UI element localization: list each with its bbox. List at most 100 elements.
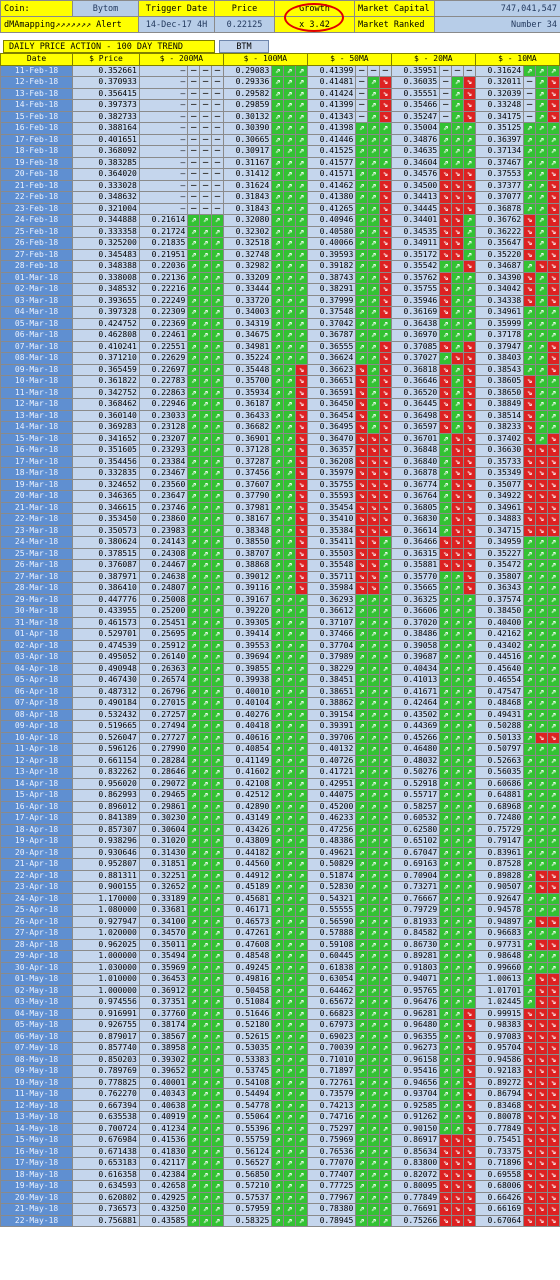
arrow-down-icon: ⇘ [439, 386, 453, 399]
table-row: 29-Apr-18 1.000000 0.35494 ⇗ ⇗ ⇗ 0.48548 ⇗ ⇗ ⇗ 0.6… [0, 950, 560, 963]
row-price: 0.346615 [72, 501, 140, 514]
arrow-down-icon: ⇘ [439, 214, 453, 227]
arrow-down-icon: ⇘ [535, 501, 548, 514]
arrow-down-icon: ⇘ [378, 375, 392, 388]
row-date: 09-May-18 [0, 1065, 74, 1078]
arrow-down-icon: ⇘ [355, 455, 369, 468]
arrow-up-icon: ⇗ [210, 651, 224, 664]
row-ma50: 0.35548 [306, 559, 357, 572]
row-ma20: 0.38486 [390, 628, 441, 641]
arrow-up-icon: ⇗ [378, 1180, 392, 1193]
table-row: 20-Mar-18 0.346365 0.23647 ⇗ ⇗ ⇗ 0.37790 ⇗ ⇗ ⇘ 0.3… [0, 490, 560, 503]
arrow-up-icon: ⇗ [210, 950, 224, 963]
table-row: 03-Mar-18 0.393655 0.22249 ⇗ ⇗ ⇗ 0.33720 ⇗ ⇗ ⇗ 0.3… [0, 294, 560, 307]
arrow-up-icon: ⇗ [199, 1088, 212, 1101]
arrow-up-icon: ⇗ [439, 812, 453, 825]
row-ma100: 0.50458 [222, 984, 273, 997]
arrow-up-icon: ⇗ [199, 1111, 212, 1124]
arrow-up-icon: ⇗ [523, 64, 537, 77]
arrow-up-icon: ⇗ [187, 582, 201, 595]
arrow-up-icon: ⇗ [283, 708, 296, 721]
arrow-up-icon: ⇗ [271, 812, 285, 825]
arrow-up-icon: ⇗ [199, 363, 212, 376]
arrow-up-icon: ⇗ [199, 800, 212, 813]
tab-btm[interactable]: BTM [219, 40, 269, 53]
arrow-up-icon: ⇗ [535, 99, 548, 112]
col-header-ma20: $ - 20MA [390, 53, 476, 66]
arrow-up-icon: ⇗ [271, 202, 285, 215]
arrow-up-icon: ⇗ [535, 904, 548, 917]
row-ma10: 0.75451 [474, 1134, 525, 1147]
arrow-up-icon: ⇗ [546, 708, 560, 721]
arrow-up-icon: ⇗ [462, 754, 476, 767]
arrow-up-icon: ⇗ [271, 904, 285, 917]
row-ma100: 0.30132 [222, 110, 273, 123]
arrow-up-icon: ⇗ [294, 340, 308, 353]
arrow-up-icon: ⇗ [210, 892, 224, 905]
arrow-up-icon: ⇗ [210, 1030, 224, 1043]
arrow-down-icon: ⇘ [523, 1030, 537, 1043]
arrow-up-icon: ⇗ [294, 1019, 308, 1032]
arrow-up-icon: ⇗ [451, 628, 464, 641]
arrow-up-icon: ⇗ [535, 559, 548, 572]
row-ma200: – [138, 202, 189, 215]
arrow-up-icon: ⇗ [210, 455, 224, 468]
arrow-up-icon: ⇗ [271, 1214, 285, 1227]
arrow-down-icon: ⇘ [546, 202, 560, 215]
row-ma200: 0.26363 [138, 662, 189, 675]
arrow-up-icon: ⇗ [210, 628, 224, 641]
arrow-up-icon: ⇗ [271, 375, 285, 388]
row-date: 25-Apr-18 [0, 904, 74, 917]
arrow-up-icon: ⇗ [378, 1019, 392, 1032]
row-ma10: 0.73375 [474, 1145, 525, 1158]
arrow-down-icon: ⇘ [378, 260, 392, 273]
table-row: 18-Apr-18 0.857307 0.30604 ⇗ ⇗ ⇗ 0.43426 ⇗ ⇗ ⇗ 0.4… [0, 823, 560, 836]
table-row: 19-Mar-18 0.324652 0.23560 ⇗ ⇗ ⇗ 0.37607 ⇗ ⇗ ⇘ 0.3… [0, 478, 560, 491]
row-ma100: 0.42108 [222, 777, 273, 790]
arrow-up-icon: ⇗ [367, 593, 380, 606]
arrow-up-icon: ⇗ [439, 685, 453, 698]
arrow-down-icon: ⇘ [462, 1145, 476, 1158]
row-ma20: 0.34413 [390, 191, 441, 204]
row-date: 18-Apr-18 [0, 823, 74, 836]
row-ma100: 0.37981 [222, 501, 273, 514]
arrow-down-icon: ⇘ [439, 536, 453, 549]
arrow-down-icon: ⇘ [294, 386, 308, 399]
arrow-up-icon: ⇗ [535, 409, 548, 422]
arrow-up-icon: ⇗ [283, 145, 296, 158]
arrow-down-icon: ⇘ [462, 1007, 476, 1020]
row-ma20: 0.89281 [390, 950, 441, 963]
arrow-up-icon: ⇗ [523, 869, 537, 882]
arrow-up-icon: ⇗ [271, 145, 285, 158]
arrow-up-icon: ⇗ [294, 1088, 308, 1101]
arrow-up-icon: ⇗ [451, 858, 464, 871]
arrow-up-icon: ⇗ [187, 639, 201, 652]
row-price: 0.700724 [72, 1122, 140, 1135]
row-price: 0.653183 [72, 1157, 140, 1170]
arrow-up-icon: ⇗ [271, 639, 285, 652]
row-ma10: 0.45640 [474, 662, 525, 675]
row-ma100: 0.31167 [222, 156, 273, 169]
arrow-up-icon: ⇗ [355, 1191, 369, 1204]
arrow-up-icon: ⇗ [355, 823, 369, 836]
row-price: 0.841389 [72, 812, 140, 825]
arrow-up-icon: ⇗ [546, 766, 560, 779]
row-ma100: 0.54494 [222, 1088, 273, 1101]
table-row: 20-May-18 0.620802 0.42925 ⇗ ⇗ ⇗ 0.57537 ⇗ ⇗ ⇗ 0.7… [0, 1191, 560, 1204]
arrow-up-icon: ⇗ [523, 927, 537, 940]
arrow-up-icon: ⇗ [210, 352, 224, 365]
dash-icon: – [187, 122, 201, 135]
arrow-down-icon: ⇘ [462, 179, 476, 192]
arrow-down-icon: ⇘ [294, 444, 308, 457]
arrow-up-icon: ⇗ [451, 685, 464, 698]
row-date: 11-Mar-18 [0, 386, 74, 399]
arrow-up-icon: ⇗ [283, 1088, 296, 1101]
arrow-up-icon: ⇗ [439, 697, 453, 710]
arrow-up-icon: ⇗ [378, 1122, 392, 1135]
arrow-up-icon: ⇗ [283, 386, 296, 399]
arrow-up-icon: ⇗ [271, 881, 285, 894]
arrow-up-icon: ⇗ [199, 1042, 212, 1055]
row-ma200: 0.22629 [138, 352, 189, 365]
row-ma200: 0.23293 [138, 444, 189, 457]
arrow-up-icon: ⇗ [187, 1030, 201, 1043]
